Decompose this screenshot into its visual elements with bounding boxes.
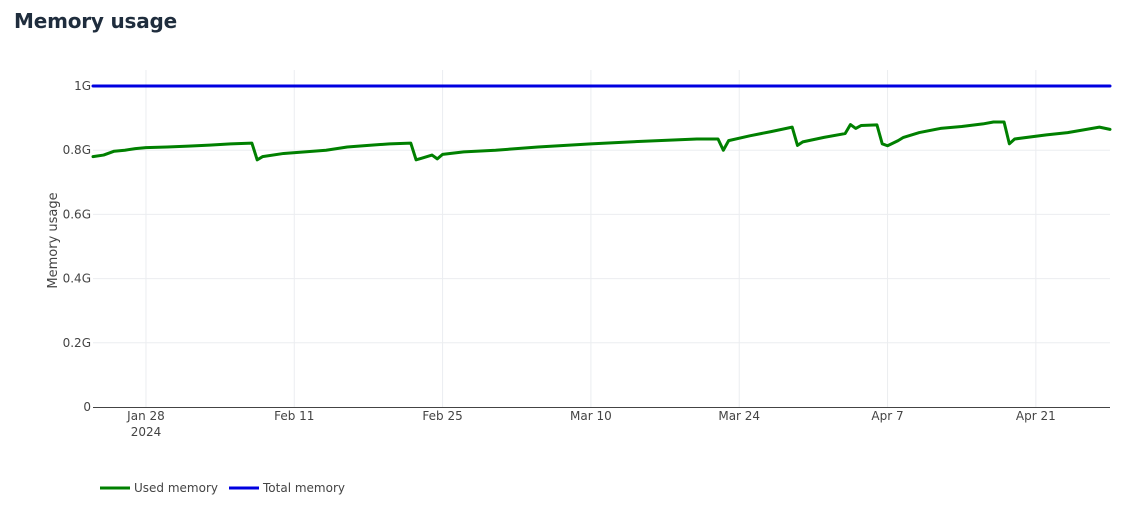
- x-tick-sublabel: 2024: [131, 425, 162, 439]
- legend-item-used-memory[interactable]: Used memory: [100, 481, 218, 495]
- y-tick-label: 0.4G: [63, 272, 91, 286]
- legend: Used memory Total memory: [100, 481, 345, 495]
- x-tick-label: Feb 25: [422, 409, 462, 423]
- x-tick-label: Jan 28: [126, 409, 165, 423]
- x-tick-label: Apr 21: [1016, 409, 1056, 423]
- y-tick-label: 0: [83, 400, 91, 414]
- axes: Jan 28 2024 Feb 11 Feb 25 Mar 10 Mar 24 Apr 7 A…: [46, 79, 1110, 439]
- x-tick-label: Mar 24: [718, 409, 760, 423]
- legend-label: Used memory: [134, 481, 218, 495]
- y-tick-label: 0.2G: [63, 336, 91, 350]
- y-tick-label: 0.8G: [63, 143, 91, 157]
- x-tick-label: Mar 10: [570, 409, 612, 423]
- legend-item-total-memory[interactable]: Total memory: [229, 481, 345, 495]
- grid-lines: [93, 70, 1110, 407]
- series-line-used-memory: [91, 120, 1112, 162]
- y-tick-label: 0.6G: [63, 207, 91, 221]
- x-tick-label: Feb 11: [274, 409, 314, 423]
- x-tick-label: Apr 7: [871, 409, 903, 423]
- y-tick-label: 1G: [74, 79, 91, 93]
- legend-label: Total memory: [262, 481, 345, 495]
- page-title: Memory usage: [14, 9, 178, 33]
- series-lines: [91, 84, 1112, 162]
- y-axis-title: Memory usage: [46, 192, 61, 288]
